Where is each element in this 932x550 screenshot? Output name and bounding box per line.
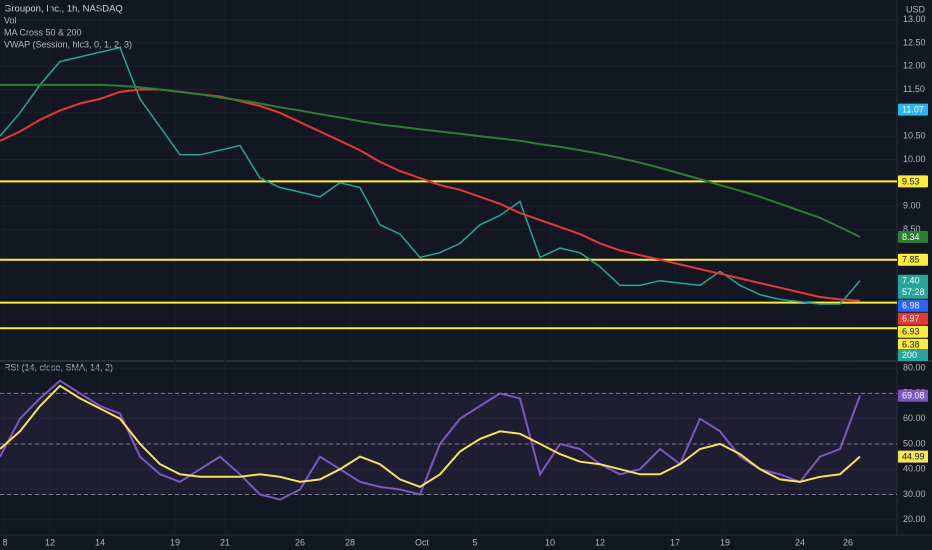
indicator-legend: VWAP (Session, hlc3, 0, 1, 2, 3) — [4, 39, 132, 49]
price-label: 11.07 — [902, 104, 924, 114]
indicator-legend: MA Cross 50 & 200 — [4, 27, 82, 37]
y-tick-label: 13.00 — [903, 14, 926, 24]
series-line — [0, 384, 861, 489]
x-tick-label: 21 — [220, 537, 230, 547]
y-tick-label: 80.00 — [903, 362, 926, 372]
x-tick-label: 19 — [720, 537, 730, 547]
price-label: 6.97 — [902, 314, 920, 324]
y-tick-label: 8.50 — [903, 224, 921, 234]
price-label: 6.98 — [902, 301, 920, 311]
price-label-box — [898, 299, 928, 312]
y-tick-label: 60.00 — [903, 413, 926, 423]
x-tick-label: 28 — [345, 537, 355, 547]
x-tick-label: 24 — [795, 537, 805, 547]
symbol-title: Groupon, Inc., 1h, NASDAQ — [4, 4, 123, 15]
x-tick-label: 8 — [2, 537, 7, 547]
value-label-box — [898, 450, 928, 463]
y-tick-label: 12.50 — [903, 37, 926, 47]
x-tick-label: 14 — [95, 537, 105, 547]
price-label-box — [898, 175, 928, 188]
x-tick-label: 26 — [843, 537, 853, 547]
value-label: 44.99 — [902, 451, 925, 461]
volume-label: 200 — [902, 350, 917, 360]
x-tick-label: 12 — [595, 537, 605, 547]
series-line — [0, 88, 861, 302]
y-tick-label: 11.50 — [903, 84, 925, 94]
series-line — [0, 83, 861, 238]
price-label: 7.40 — [902, 276, 920, 286]
volume-label-box — [898, 349, 928, 361]
x-tick-label: 17 — [670, 537, 680, 547]
y-tick-label: 12.00 — [903, 61, 926, 71]
x-tick-label: 10 — [545, 537, 555, 547]
price-label: 7.85 — [902, 255, 920, 265]
x-tick-label: 19 — [170, 537, 180, 547]
value-label: 69.08 — [902, 391, 925, 401]
countdown: 57:28 — [902, 287, 925, 297]
price-label-box — [898, 338, 928, 351]
rsi-title: RSI (14, close, SMA, 14, 2) — [4, 362, 113, 372]
series-line — [0, 379, 861, 501]
price-label: 8.34 — [902, 232, 920, 242]
y-tick-label: 10.50 — [903, 131, 926, 141]
price-label: 6.38 — [902, 340, 920, 350]
price-label-box — [898, 325, 928, 338]
price-label: 9.53 — [902, 176, 920, 186]
y-tick-label: 40.00 — [903, 464, 926, 474]
x-tick-label: Oct — [415, 537, 430, 547]
price-label-box — [898, 103, 928, 116]
x-tick-label: 12 — [45, 537, 55, 547]
indicator-legend: Vol — [4, 15, 17, 25]
currency: USD — [906, 4, 926, 14]
price-label-box — [898, 230, 928, 243]
x-tick-label: 5 — [472, 537, 477, 547]
y-tick-label: 10.00 — [903, 154, 926, 164]
price-label: 6.93 — [902, 327, 920, 337]
x-tick-label: 26 — [295, 537, 305, 547]
price-label-box — [898, 253, 928, 266]
price-label-box — [898, 274, 928, 299]
y-tick-label: 9.00 — [903, 200, 921, 210]
price-label-box — [898, 312, 928, 325]
y-tick-label: 30.00 — [903, 489, 926, 499]
y-tick-label: 20.00 — [903, 514, 926, 524]
y-tick-label: 50.00 — [903, 438, 926, 448]
value-label-box — [898, 389, 928, 402]
